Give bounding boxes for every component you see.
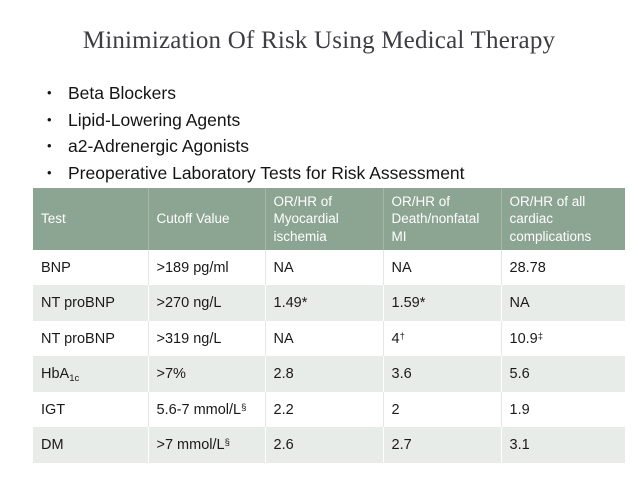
- bullet-list: Beta Blockers Lipid-Lowering Agents a2-A…: [46, 80, 618, 186]
- bullet-item: a2-Adrenergic Agonists: [46, 133, 618, 160]
- risk-table: Test Cutoff Value OR/HR of Myocardial is…: [33, 188, 625, 463]
- table-cell: 2.2: [264, 391, 383, 428]
- table-cell: 10.9‡: [500, 320, 625, 357]
- table-cell: NT proBNP: [33, 320, 148, 357]
- table-header-cell-death: OR/HR of Death/nonfatal MI: [382, 188, 501, 250]
- table-cell: BNP: [33, 249, 148, 286]
- table-row: NT proBNP >319 ng/L NA 4† 10.9‡: [33, 320, 625, 357]
- table-row: HbA1c >7% 2.8 3.6 5.6: [33, 356, 625, 392]
- table-cell: NA: [264, 320, 383, 357]
- table-cell: NT proBNP: [33, 285, 148, 321]
- table-header-cell-ischemia: OR/HR of Myocardial ischemia: [264, 188, 383, 250]
- table-cell: 3.1: [500, 427, 625, 463]
- table-cell: >270 ng/L: [147, 285, 265, 321]
- table-row: NT proBNP >270 ng/L 1.49* 1.59* NA: [33, 285, 625, 321]
- table-cell: 3.6: [382, 356, 501, 392]
- table-header-row: Test Cutoff Value OR/HR of Myocardial is…: [33, 188, 625, 250]
- table-cell: NA: [264, 249, 383, 286]
- table-header-cell-test: Test: [33, 188, 148, 250]
- table-header-cell-complications: OR/HR of all cardiac complications: [500, 188, 625, 250]
- table-cell: 1.9: [500, 391, 625, 428]
- table-row: IGT 5.6-7 mmol/L§ 2.2 2 1.9: [33, 391, 625, 428]
- table-cell: >7%: [147, 356, 265, 392]
- bullet-item: Beta Blockers: [46, 80, 618, 107]
- table-header-cell-cutoff: Cutoff Value: [147, 188, 265, 250]
- table-cell: >319 ng/L: [147, 320, 265, 357]
- table-cell: HbA1c: [33, 356, 148, 392]
- table-cell: >7 mmol/L§: [147, 427, 265, 463]
- bullet-item: Lipid-Lowering Agents: [46, 107, 618, 134]
- table-cell: DM: [33, 427, 148, 463]
- table-row: BNP >189 pg/ml NA NA 28.78: [33, 249, 625, 286]
- table-row: DM >7 mmol/L§ 2.6 2.7 3.1: [33, 427, 625, 463]
- table-cell: 2.6: [264, 427, 383, 463]
- table-cell: 2: [382, 391, 501, 428]
- table-cell: 1.59*: [382, 285, 501, 321]
- table-header: Test Cutoff Value OR/HR of Myocardial is…: [33, 188, 625, 250]
- bullet-item: Preoperative Laboratory Tests for Risk A…: [46, 160, 618, 187]
- table-cell: >189 pg/ml: [147, 249, 265, 286]
- table-body: BNP >189 pg/ml NA NA 28.78 NT proBNP >270 ng/L…: [33, 249, 625, 463]
- table-cell: 4†: [382, 320, 501, 357]
- table-cell: 5.6: [500, 356, 625, 392]
- table-cell: 2.8: [264, 356, 383, 392]
- table-cell: IGT: [33, 391, 148, 428]
- table-cell: 2.7: [382, 427, 501, 463]
- table-cell: 5.6-7 mmol/L§: [147, 391, 265, 428]
- table-cell: NA: [382, 249, 501, 286]
- slide-title: Minimization Of Risk Using Medical Thera…: [82, 27, 556, 54]
- table-cell: 1.49*: [264, 285, 383, 321]
- table-cell: 28.78: [500, 249, 625, 286]
- table-cell: NA: [500, 285, 625, 321]
